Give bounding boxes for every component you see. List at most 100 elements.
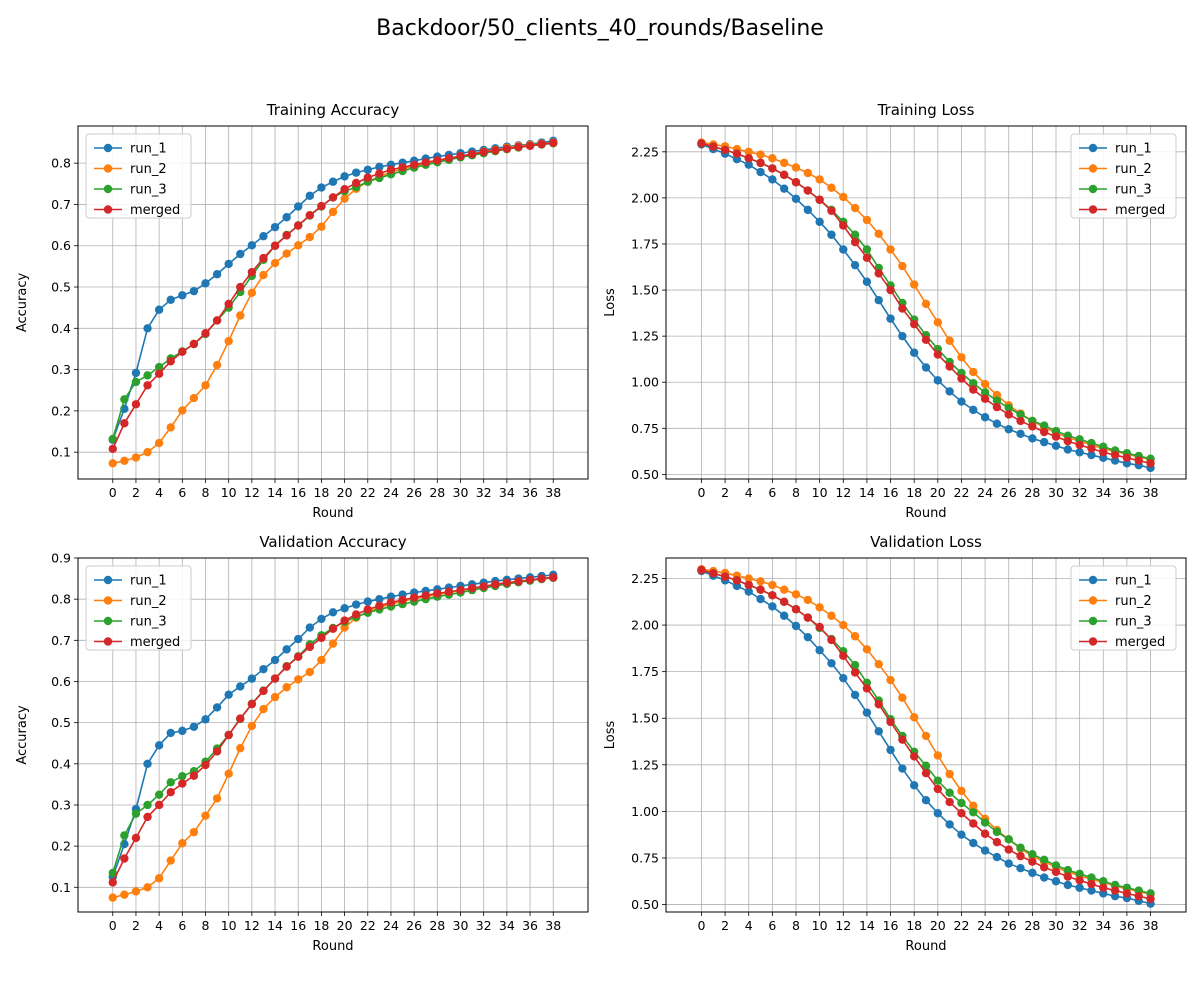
data-point (850, 660, 860, 670)
data-point (549, 138, 558, 148)
data-point (305, 191, 315, 200)
data-point (317, 633, 326, 643)
y-tick-label: 0.9 (51, 551, 71, 566)
x-tick-label: 28 (1024, 485, 1040, 500)
x-tick-label: 38 (545, 485, 561, 500)
data-point (697, 139, 706, 148)
data-point (212, 360, 222, 370)
y-axis-label: Loss (603, 721, 618, 750)
data-point (886, 245, 895, 254)
y-tick-label: 0.2 (51, 403, 71, 418)
data-point (317, 183, 326, 192)
x-tick-label: 8 (792, 485, 800, 500)
x-tick-label: 28 (429, 485, 445, 500)
data-point (898, 735, 907, 744)
data-point (340, 604, 349, 613)
data-point (120, 395, 129, 404)
x-tick-label: 28 (429, 918, 445, 933)
x-tick-label: 14 (267, 918, 283, 933)
data-point (236, 282, 245, 292)
data-point (1099, 883, 1108, 892)
data-point (827, 183, 836, 192)
data-point (779, 158, 789, 168)
data-point (189, 393, 199, 403)
data-point (933, 318, 943, 327)
data-point (969, 385, 978, 394)
data-point (768, 154, 777, 163)
data-point (305, 210, 315, 220)
data-point (1075, 440, 1084, 450)
data-point (709, 569, 718, 578)
data-point (957, 353, 966, 362)
legend-label: run_1 (130, 142, 167, 157)
data-point (131, 453, 141, 462)
data-point (363, 165, 372, 174)
data-point (1039, 855, 1049, 865)
y-tick-label: 2.25 (631, 571, 659, 586)
data-point (720, 145, 730, 155)
data-point (921, 761, 931, 770)
data-point (1004, 410, 1013, 419)
data-point (351, 168, 361, 177)
y-tick-label: 1.00 (631, 804, 659, 819)
data-point (850, 690, 860, 700)
data-point (433, 589, 442, 598)
x-tick-label: 6 (768, 485, 776, 500)
y-axis-label: Loss (603, 288, 618, 317)
x-tick-label: 34 (499, 918, 515, 933)
data-point (131, 887, 141, 896)
x-tick-label: 14 (267, 485, 283, 500)
x-tick-label: 0 (697, 918, 705, 933)
data-point (294, 652, 303, 661)
data-point (317, 614, 326, 624)
data-point (305, 232, 315, 242)
data-point (803, 613, 813, 622)
data-point (803, 595, 813, 605)
data-point (108, 893, 117, 902)
data-point (768, 591, 777, 600)
data-point (131, 833, 141, 843)
legend-box (85, 565, 192, 651)
data-point (178, 291, 187, 300)
legend-marker (1088, 575, 1098, 585)
data-point (525, 575, 535, 585)
data-point (779, 585, 789, 594)
y-tick-label: 0.4 (51, 756, 71, 771)
data-point (1039, 421, 1049, 430)
data-point (1134, 891, 1143, 901)
data-point (444, 587, 454, 596)
data-point (980, 388, 990, 397)
data-point (282, 231, 291, 240)
data-point (143, 447, 152, 457)
data-point (839, 673, 848, 683)
data-point (1051, 441, 1061, 451)
data-point (744, 160, 753, 169)
data-point (1087, 450, 1096, 460)
data-point (201, 760, 210, 770)
data-point (108, 878, 117, 887)
data-point (1028, 868, 1037, 878)
data-point (850, 203, 860, 213)
data-point (862, 684, 872, 693)
data-point (1004, 859, 1013, 868)
data-point (1087, 886, 1096, 895)
data-point (1134, 456, 1143, 465)
data-point (862, 245, 872, 254)
data-point (909, 319, 919, 329)
data-point (1063, 437, 1073, 446)
legend-marker (103, 184, 113, 194)
legend-label: merged (1115, 203, 1165, 218)
data-point (549, 573, 558, 582)
series-merged (697, 139, 1155, 468)
data-point (328, 608, 338, 617)
data-point (815, 622, 824, 632)
data-point (803, 632, 813, 642)
x-tick-label: 26 (1001, 485, 1017, 500)
x-tick-label: 36 (1119, 918, 1135, 933)
chart-title: Validation Accuracy (259, 533, 406, 551)
x-tick-label: 30 (1048, 918, 1064, 933)
data-point (980, 394, 990, 404)
data-point (108, 434, 117, 444)
x-tick-label: 18 (906, 918, 922, 933)
